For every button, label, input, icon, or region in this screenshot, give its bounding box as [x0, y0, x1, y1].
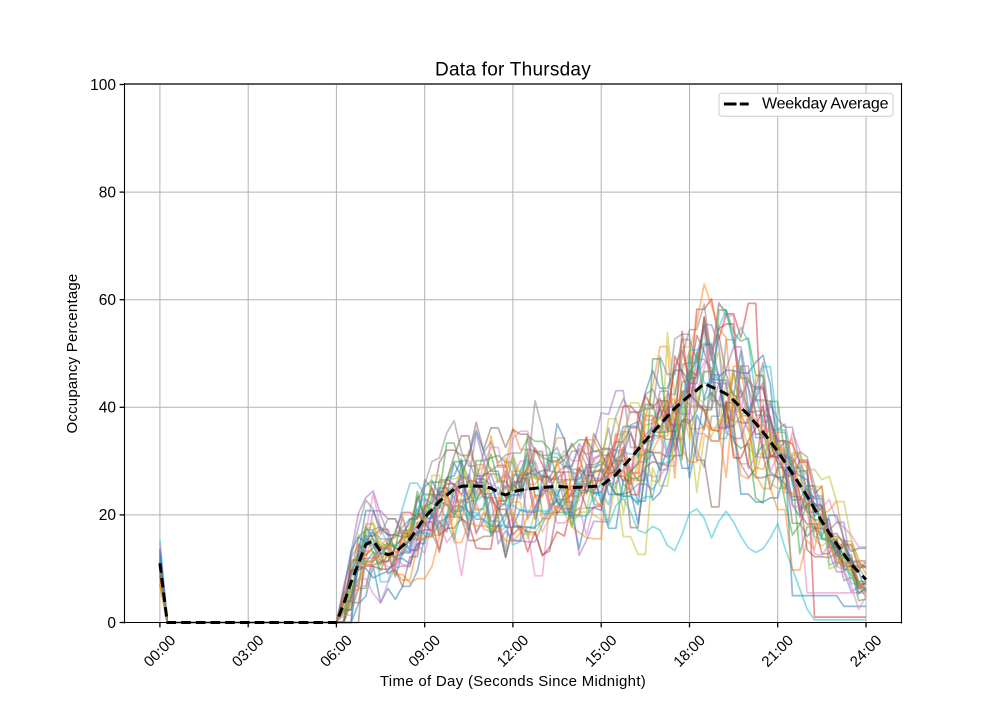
svg-text:60: 60: [99, 292, 117, 309]
svg-text:40: 40: [99, 400, 117, 417]
svg-text:80: 80: [99, 184, 117, 201]
svg-text:100: 100: [90, 77, 116, 94]
svg-text:0: 0: [107, 615, 116, 632]
svg-text:Data for Thursday: Data for Thursday: [435, 60, 591, 81]
svg-text:20: 20: [99, 507, 117, 524]
svg-text:Weekday Average: Weekday Average: [762, 96, 889, 113]
svg-text:Occupancy Percentage: Occupancy Percentage: [64, 274, 81, 434]
svg-text:Time of Day (Seconds Since Mid: Time of Day (Seconds Since Midnight): [380, 673, 646, 690]
